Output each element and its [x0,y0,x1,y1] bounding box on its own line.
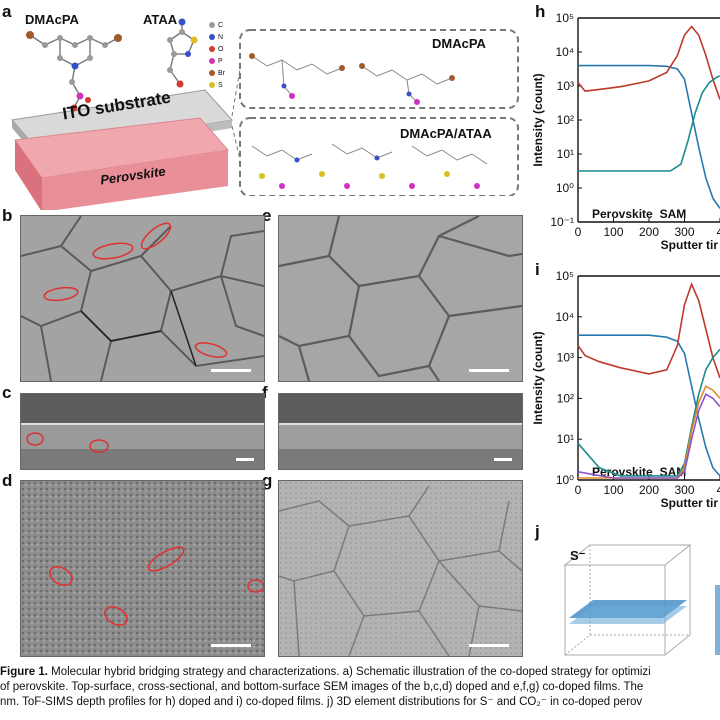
panel-a-insets [231,29,519,196]
caption-line-2: of perovskite. Top-surface, cross-sectio… [0,681,644,693]
inset-dmacpa-ataa-label: DMAcPA/ATAA [400,126,492,141]
sem-top-surface-doped [20,215,265,382]
y-tick-label: 10³ [557,351,574,365]
x-axis-title: Sputter tir [661,496,719,510]
carbon-dot-icon [209,22,215,29]
phosphorus-dot-icon [209,58,215,65]
inset-dmacpa-label: DMAcPA [432,36,486,51]
sem-bottom-surface-codoped [278,480,523,657]
region-label-sam: SAM [660,207,687,221]
y-tick-label: 10⁴ [555,45,574,59]
x-tick-label: 300 [674,225,694,239]
panel-label-i: i [535,260,540,279]
legend-s: S [218,82,223,89]
oxygen-dot-icon [209,46,215,53]
panel-label-j: j [535,522,540,541]
panel-label-c: c [2,383,12,402]
scale-bar [469,644,509,647]
y-tick-label: 10⁻¹ [550,215,574,229]
legend-n: N [218,34,224,41]
y-tick-label: 10³ [557,79,574,93]
tof-sims-chart-h: 10⁻¹ 10⁰ 10¹ 10² 10³ 10⁴ 10⁵ 0 100 200 300 4 Intensi… [531,11,720,252]
x-tick-label: 200 [639,483,659,497]
panel-a-schematic [11,18,233,210]
x-tick-label: 0 [575,483,582,497]
x-tick-label: 4 [717,225,720,239]
sulfur-dot-icon [209,82,215,89]
sem-cross-section-codoped [278,393,523,470]
sem-bottom-surface-doped [20,480,265,657]
y-tick-label: 10⁴ [555,310,574,324]
panel-label-d: d [2,471,13,490]
region-label-perovskite: Perovskite [592,465,653,479]
caption-line-1-text: Molecular hybrid bridging strategy and c… [47,666,651,678]
figure-caption: Figure 1. Molecular hybrid bridging stra… [0,665,720,710]
scale-bar [494,458,512,461]
x-tick-label: 300 [674,483,694,497]
series-line-1 [578,334,720,477]
legend-br: Br [218,70,225,77]
series-line-2 [577,282,720,379]
y-tick-label: 10⁵ [556,11,574,25]
panel-label-h: h [535,2,546,21]
y-tick-label: 10⁵ [556,269,574,283]
x-tick-label: 200 [639,225,659,239]
series-line-1 [578,64,720,209]
sem-cross-section-doped [20,393,265,470]
legend-p: P [218,58,223,65]
region-label-perovskite: Perovskite [592,207,653,221]
caption-line-3: nm. ToF-SIMS depth profiles for h) doped… [0,696,643,708]
panel-label-f: f [262,383,268,402]
caption-figure-number: Figure 1. [0,666,48,678]
molecule-dmacpa-label: DMAcPA [25,12,79,27]
sem-top-surface-codoped [278,215,523,382]
x-tick-label: 0 [575,225,582,239]
y-axis-title: Intensity (count) [531,73,545,166]
x-tick-label: 4 [717,483,720,497]
y-tick-label: 10² [557,113,574,127]
y-tick-label: 10¹ [557,432,574,446]
series-line-3 [578,75,720,172]
series-line-2 [577,25,720,100]
legend-c: C [218,22,224,29]
x-tick-label: 100 [603,225,623,239]
y-tick-label: 10⁰ [556,181,574,195]
caption-line-1: Figure 1. Molecular hybrid bridging stra… [0,665,720,680]
panel-label-b: b [2,206,13,225]
series-line-5 [577,393,720,479]
y-tick-label: 10² [557,391,574,405]
tof-sims-chart-i: 10⁰ 10¹ 10² 10³ 10⁴ 10⁵ 0 100 200 300 4 Intensity (… [531,269,720,510]
y-tick-label: 10¹ [557,147,574,161]
bromine-dot-icon [209,70,215,77]
x-tick-label: 100 [603,483,623,497]
legend-o: O [218,46,224,53]
scale-bar [236,458,254,461]
y-tick-label: 10⁰ [556,473,574,487]
panel-label-e: e [262,206,272,225]
y-axis-title: Intensity (count) [531,331,545,424]
x-axis-title: Sputter tir [661,238,719,252]
scale-bar [211,644,251,647]
panel-j-ion-label: S⁻ [570,548,586,563]
nitrogen-dot-icon [209,34,215,41]
molecule-ataa-label: ATAA [143,12,178,27]
panel-label-a: a [2,2,12,21]
scale-bar [211,369,251,372]
panel-label-g: g [262,471,273,490]
scale-bar [469,369,509,372]
series-line-3 [577,348,720,477]
panel-j-3d-box [563,544,720,656]
